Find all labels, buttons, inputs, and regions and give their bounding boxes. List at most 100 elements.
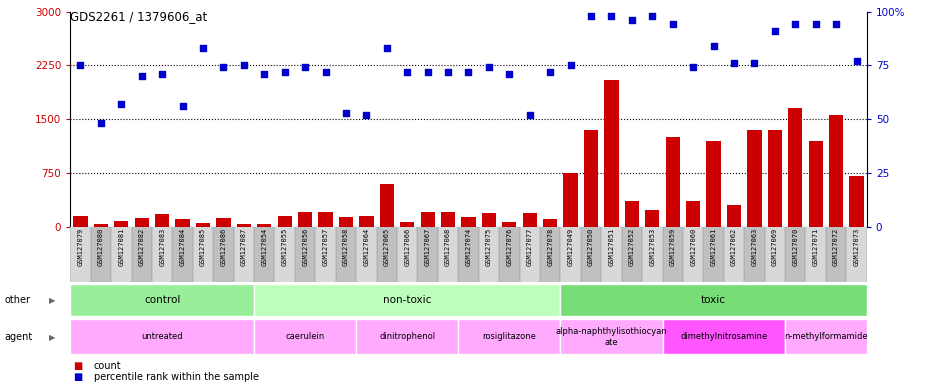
Bar bbox=[784, 227, 805, 282]
Bar bbox=[604, 79, 618, 227]
Bar bbox=[175, 219, 189, 227]
Bar bbox=[379, 184, 393, 227]
Bar bbox=[461, 217, 475, 227]
Bar bbox=[621, 227, 641, 282]
Text: dinitrophenol: dinitrophenol bbox=[379, 333, 435, 341]
Point bbox=[317, 69, 332, 75]
Bar bbox=[356, 227, 376, 282]
Bar bbox=[645, 210, 659, 227]
Point bbox=[787, 22, 802, 28]
Bar bbox=[726, 205, 740, 227]
Bar bbox=[152, 227, 172, 282]
Point bbox=[379, 45, 394, 51]
Point bbox=[358, 112, 373, 118]
Bar bbox=[601, 227, 621, 282]
Bar bbox=[397, 227, 417, 282]
Text: untreated: untreated bbox=[141, 333, 183, 341]
Point bbox=[827, 22, 842, 28]
Bar bbox=[315, 227, 335, 282]
Text: control: control bbox=[144, 295, 180, 305]
Bar bbox=[277, 216, 291, 227]
Bar bbox=[70, 319, 254, 354]
Text: GSM127071: GSM127071 bbox=[812, 228, 818, 266]
Bar bbox=[356, 319, 458, 354]
Text: GSM127072: GSM127072 bbox=[832, 228, 839, 266]
Bar bbox=[233, 227, 254, 282]
Point bbox=[685, 65, 700, 71]
Text: GSM127078: GSM127078 bbox=[547, 228, 552, 266]
Text: GSM127054: GSM127054 bbox=[261, 228, 267, 266]
Text: GSM127067: GSM127067 bbox=[424, 228, 431, 266]
Point bbox=[236, 62, 251, 68]
Bar bbox=[417, 227, 437, 282]
Text: GSM127081: GSM127081 bbox=[118, 228, 124, 266]
Bar bbox=[808, 141, 822, 227]
Bar bbox=[662, 227, 682, 282]
Point bbox=[481, 65, 496, 71]
Text: n-methylformamide: n-methylformamide bbox=[783, 333, 867, 341]
Bar bbox=[274, 227, 295, 282]
Bar bbox=[437, 227, 458, 282]
Text: GSM127049: GSM127049 bbox=[567, 228, 573, 266]
Bar bbox=[91, 227, 111, 282]
Text: GSM127059: GSM127059 bbox=[669, 228, 675, 266]
Bar bbox=[73, 216, 88, 227]
Text: GSM127077: GSM127077 bbox=[526, 228, 533, 266]
Point bbox=[134, 73, 149, 79]
Bar bbox=[848, 176, 863, 227]
Point bbox=[154, 71, 169, 77]
Text: GSM127060: GSM127060 bbox=[690, 228, 695, 266]
Text: ▶: ▶ bbox=[49, 333, 55, 342]
Bar bbox=[237, 224, 251, 227]
Point bbox=[277, 69, 292, 75]
Point bbox=[521, 112, 536, 118]
Bar bbox=[135, 218, 149, 227]
Point bbox=[73, 62, 88, 68]
Bar bbox=[254, 319, 356, 354]
Text: GSM127052: GSM127052 bbox=[628, 228, 635, 266]
Point bbox=[215, 65, 230, 71]
Text: GSM127061: GSM127061 bbox=[709, 228, 716, 266]
Text: GSM127064: GSM127064 bbox=[363, 228, 369, 266]
Text: GSM127056: GSM127056 bbox=[301, 228, 308, 266]
Bar bbox=[767, 130, 782, 227]
Text: GSM127057: GSM127057 bbox=[322, 228, 329, 266]
Point bbox=[848, 58, 863, 64]
Text: GSM127080: GSM127080 bbox=[97, 228, 104, 266]
Point bbox=[767, 28, 782, 34]
Point bbox=[644, 13, 659, 19]
Text: caerulein: caerulein bbox=[285, 333, 325, 341]
Bar bbox=[441, 212, 455, 227]
Text: GSM127068: GSM127068 bbox=[445, 228, 450, 266]
Bar bbox=[154, 214, 169, 227]
Bar bbox=[458, 319, 560, 354]
Bar bbox=[624, 202, 638, 227]
Text: GSM127069: GSM127069 bbox=[771, 228, 777, 266]
Bar bbox=[420, 212, 434, 227]
Text: GSM127070: GSM127070 bbox=[792, 228, 797, 266]
Text: GSM127065: GSM127065 bbox=[384, 228, 389, 266]
Text: GSM127066: GSM127066 bbox=[403, 228, 410, 266]
Point bbox=[665, 22, 680, 28]
Point bbox=[94, 120, 109, 126]
Bar bbox=[828, 116, 842, 227]
Bar bbox=[254, 227, 274, 282]
Bar bbox=[522, 213, 536, 227]
Bar bbox=[131, 227, 152, 282]
Bar bbox=[458, 227, 478, 282]
Bar bbox=[254, 284, 560, 316]
Bar bbox=[746, 130, 761, 227]
Point bbox=[583, 13, 598, 19]
Point bbox=[808, 22, 823, 28]
Text: GSM127085: GSM127085 bbox=[199, 228, 206, 266]
Point bbox=[175, 103, 190, 109]
Text: ■: ■ bbox=[73, 361, 82, 371]
Bar bbox=[111, 227, 131, 282]
Text: GSM127076: GSM127076 bbox=[505, 228, 512, 266]
Bar bbox=[213, 227, 233, 282]
Point bbox=[440, 69, 455, 75]
Text: GSM127086: GSM127086 bbox=[220, 228, 227, 266]
Text: GSM127074: GSM127074 bbox=[465, 228, 471, 266]
Text: GSM127082: GSM127082 bbox=[139, 228, 144, 266]
Bar bbox=[787, 108, 801, 227]
